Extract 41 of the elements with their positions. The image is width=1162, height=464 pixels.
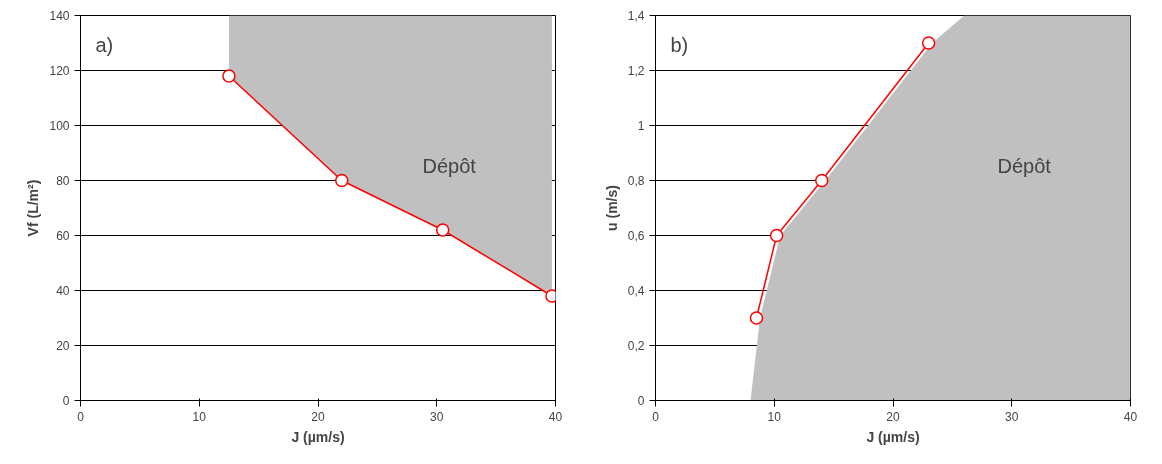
y-tick-label: 20 xyxy=(56,339,70,353)
x-tick-label: 30 xyxy=(430,409,444,424)
x-tick-label: 40 xyxy=(1123,409,1138,424)
y-tick-label: 80 xyxy=(56,174,70,188)
y-tick-label: 0 xyxy=(62,394,70,408)
x-tick-label: 40 xyxy=(548,409,563,424)
x-tick-label: 10 xyxy=(767,409,782,424)
x-tick-label: 20 xyxy=(886,409,900,424)
y-tick-label: 0,6 xyxy=(627,229,645,243)
point xyxy=(335,173,349,188)
point xyxy=(921,36,936,50)
point xyxy=(815,173,829,188)
x-tick-label: 30 xyxy=(1005,409,1019,424)
y-tick-label: 1 xyxy=(637,119,645,133)
x-tick-label: 20 xyxy=(311,409,325,424)
annotation: b) xyxy=(670,33,689,56)
x-tick-label: 0 xyxy=(652,409,660,424)
point xyxy=(435,223,450,237)
y-tick-label: 40 xyxy=(56,284,70,298)
point xyxy=(769,228,784,243)
point xyxy=(749,311,764,325)
x-axis-title: J (µm/s) xyxy=(291,428,345,445)
x-tick-label: 10 xyxy=(192,409,207,424)
x-tick-label: 0 xyxy=(77,409,85,424)
point xyxy=(222,69,236,83)
y-tick-label: 0,8 xyxy=(627,174,645,188)
x-axis-title: J (µm/s) xyxy=(866,428,920,445)
y-tick-label: 1,4 xyxy=(627,9,645,23)
annotation: a) xyxy=(95,33,114,56)
y-tick-label: 100 xyxy=(49,119,70,133)
y-tick-label: 0,2 xyxy=(627,339,645,353)
y-tick-label: 140 xyxy=(49,9,70,23)
y-axis-title: u (m/s) xyxy=(603,185,620,231)
y-tick-label: 60 xyxy=(56,229,70,243)
annotation: Dépôt xyxy=(997,155,1052,178)
y-axis-title: Vf (L/m²) xyxy=(25,179,42,237)
annotation: Dépôt xyxy=(422,155,477,178)
y-tick-label: 120 xyxy=(49,64,70,78)
y-tick-label: 1,2 xyxy=(627,64,645,78)
y-tick-label: 0 xyxy=(637,394,645,408)
y-tick-label: 0,4 xyxy=(627,284,645,298)
